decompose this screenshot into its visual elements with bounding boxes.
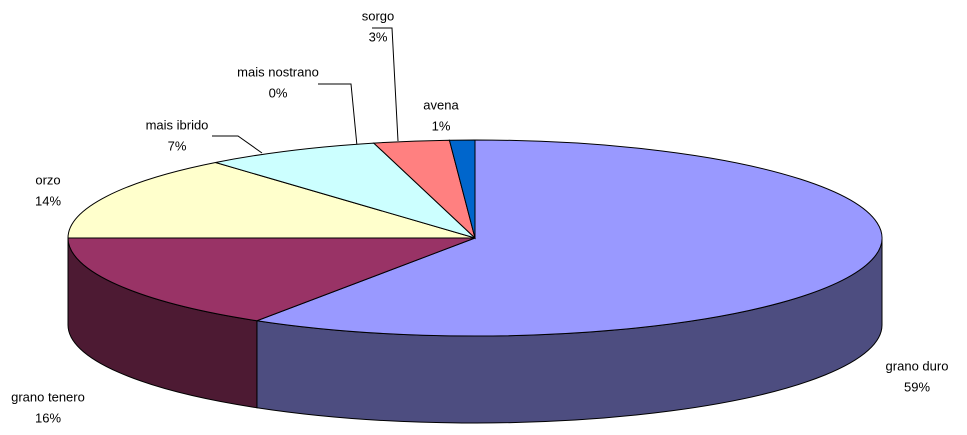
slice-label: avena: [423, 97, 459, 112]
slice-value-label: 16%: [35, 410, 61, 425]
slice-value-label: 59%: [904, 379, 930, 394]
slice-label: grano duro: [886, 358, 949, 373]
slice-value-label: 14%: [35, 193, 61, 208]
slice: [215, 142, 476, 239]
slice-value-label: 0%: [269, 85, 288, 100]
leader-line: [372, 27, 399, 142]
slice-value-label: 3%: [369, 29, 388, 44]
slice-value-label: 7%: [168, 138, 187, 153]
pie: [67, 139, 883, 424]
slice: [67, 237, 476, 322]
slice-label: grano tenero: [11, 389, 85, 404]
leader-line: [318, 83, 358, 147]
slice: [254, 139, 883, 337]
slice: [67, 161, 476, 239]
leader-line: [212, 135, 263, 154]
slice-value-label: 1%: [432, 118, 451, 133]
slice-label: orzo: [35, 172, 60, 187]
slice: [448, 139, 476, 239]
slice-label: mais ibrido: [146, 117, 209, 132]
slice-label: mais nostrano: [237, 64, 319, 79]
slice-label: sorgo: [362, 8, 395, 23]
